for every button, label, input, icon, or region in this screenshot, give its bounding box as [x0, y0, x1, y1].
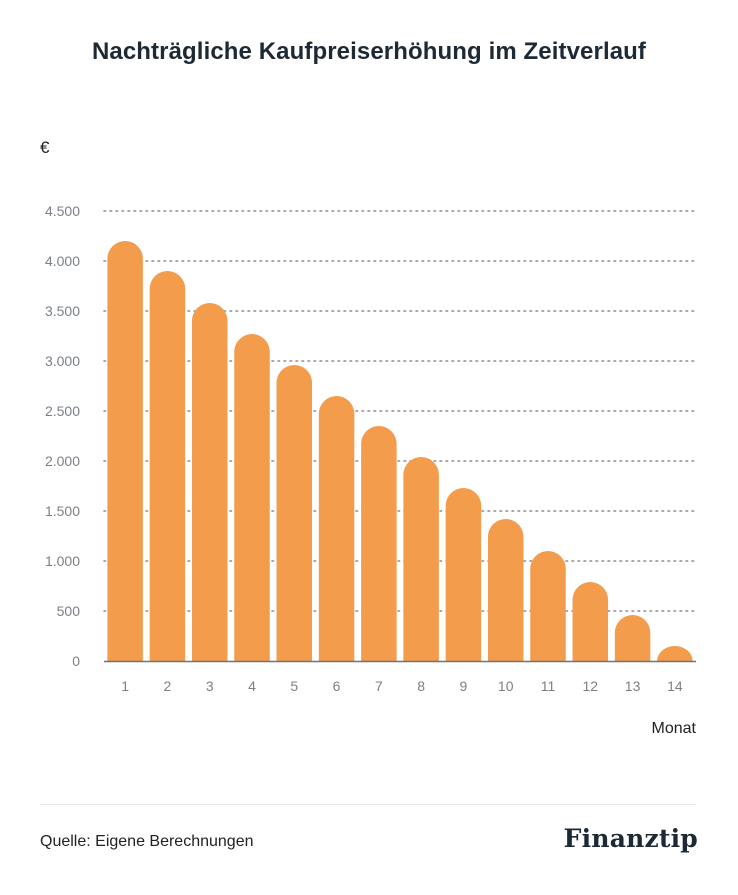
y-tick-label: 2.000: [45, 453, 80, 469]
y-tick-label: 2.500: [45, 403, 80, 419]
y-tick-label: 1.500: [45, 503, 80, 519]
x-tick-label: 4: [248, 678, 256, 694]
x-tick-label: 12: [582, 678, 598, 694]
x-tick-label: 8: [417, 678, 425, 694]
bar-2: [149, 271, 186, 661]
x-tick-label: 5: [290, 678, 298, 694]
brand-logo: Finanztip: [563, 824, 698, 853]
y-tick-label: 1.000: [45, 553, 80, 569]
bar-8: [403, 457, 439, 661]
bar-3: [191, 303, 228, 661]
bar-6: [318, 396, 355, 661]
x-tick-label: 11: [541, 678, 556, 694]
y-tick-label: 4.000: [45, 253, 80, 269]
footer-divider: [40, 804, 696, 805]
bar-12: [572, 582, 609, 661]
bar-5: [276, 365, 313, 661]
bar-11: [530, 551, 566, 661]
x-tick-label: 10: [498, 678, 514, 694]
bar-7: [361, 425, 397, 661]
x-tick-label: 2: [164, 678, 172, 694]
x-tick-label: 7: [375, 678, 383, 694]
x-tick-label: 9: [460, 678, 468, 694]
x-tick-label: 14: [667, 678, 683, 694]
x-tick-label: 3: [206, 678, 214, 694]
x-tick-label: 13: [625, 678, 641, 694]
bars: [107, 241, 693, 661]
y-tick-label: 3.000: [45, 353, 80, 369]
y-axis-unit-label: €: [40, 138, 50, 157]
y-tick-labels: 0 500 1.000 1.500 2.000 2.500 3.000 3.500 4.000 4…: [45, 203, 80, 669]
y-tick-label: 3.500: [45, 303, 80, 319]
x-tick-label: 1: [121, 678, 129, 694]
x-tick-labels: 1 2 3 4 5 6 7 8 9 10 11 12 13 14: [121, 678, 683, 694]
bar-14: [657, 646, 693, 661]
x-axis-label: Monat: [651, 720, 696, 737]
y-tick-label: 0: [72, 653, 80, 669]
bar-1: [107, 241, 143, 661]
source-note: Quelle: Eigene Berechnungen: [40, 833, 254, 850]
bar-13: [614, 614, 651, 661]
bar-4: [234, 334, 270, 661]
bar-9: [445, 488, 482, 661]
y-tick-label: 500: [57, 603, 81, 619]
chart-title: Nachträgliche Kaufpreiserhöhung im Zeitv…: [91, 38, 647, 65]
x-tick-label: 6: [333, 678, 341, 694]
bar-10: [487, 519, 524, 661]
y-tick-label: 4.500: [45, 203, 80, 219]
